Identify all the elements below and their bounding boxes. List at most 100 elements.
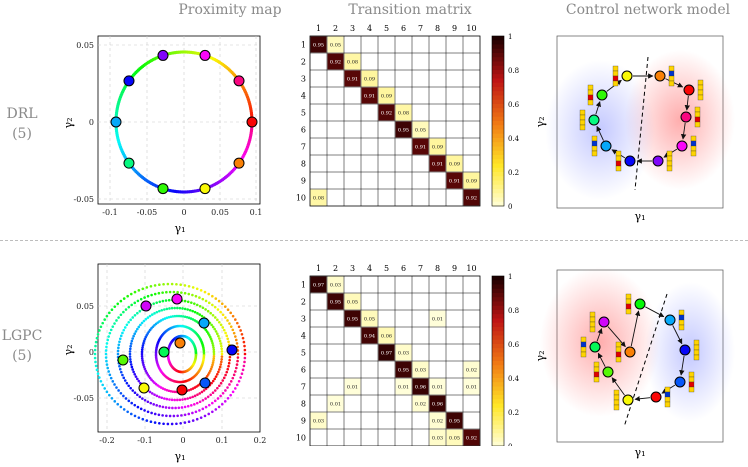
trajectory-point <box>211 401 214 405</box>
transition-edge <box>595 101 601 115</box>
trajectory-point <box>142 363 145 367</box>
trajectory-point <box>218 339 222 343</box>
colorbar-step <box>492 356 504 362</box>
trajectory-point <box>164 406 168 409</box>
matrix-cell <box>446 429 463 446</box>
cell-value: 0.08 <box>313 196 324 202</box>
network-graph <box>580 293 700 428</box>
trajectory-point <box>158 395 161 399</box>
x-axis-label: γ₁ <box>635 210 646 223</box>
trajectory-point <box>164 299 168 302</box>
xtick-label: -0.1 <box>137 436 152 445</box>
actuation-bar-segment <box>593 361 600 368</box>
cell-value: 0.95 <box>449 419 460 425</box>
cell-value: 0.05 <box>364 317 375 323</box>
trajectory-point <box>234 370 237 373</box>
trajectory-point <box>212 348 216 351</box>
row-label: 9 <box>301 177 306 186</box>
colorbar-step <box>492 352 504 358</box>
matrix-cell <box>395 121 412 138</box>
trajectory-point <box>221 313 225 317</box>
matrix-cell <box>361 87 378 104</box>
cluster-node <box>624 346 636 358</box>
trajectory-point <box>237 325 241 329</box>
x-axis-label: γ₁ <box>175 450 186 463</box>
matrix-cell <box>395 378 412 395</box>
column-label: 2 <box>333 24 338 33</box>
matrix-cell <box>429 412 446 429</box>
actuation-bar-segment <box>615 351 622 358</box>
trajectory-point <box>226 397 230 400</box>
actuation-bar-segment <box>613 404 620 411</box>
trajectory-point <box>140 350 144 354</box>
trajectory-point <box>217 370 220 374</box>
trajectory-point <box>121 373 124 377</box>
trajectory-point <box>217 334 220 338</box>
colorbar-step <box>492 78 504 84</box>
trajectory-point <box>187 316 191 320</box>
actuation-bar-segment <box>697 89 704 96</box>
cluster-node <box>117 354 129 366</box>
colorbar-step <box>492 70 504 75</box>
trajectory-point <box>220 355 224 358</box>
ytick-label: -0.05 <box>73 195 94 204</box>
trajectory-point <box>124 308 128 311</box>
cell-value: 0.92 <box>381 111 392 117</box>
trajectory-point <box>158 309 161 313</box>
actuation-bar-segment <box>694 121 701 128</box>
cluster-node <box>654 70 666 82</box>
colorbar-step <box>492 365 504 370</box>
colorbar-step <box>492 301 504 307</box>
trajectory-point <box>209 335 212 339</box>
trajectory-point <box>183 413 187 417</box>
trajectory-point <box>162 282 165 286</box>
cluster-node <box>110 116 122 128</box>
trajectory-point <box>203 290 207 294</box>
matrix-cell <box>395 361 412 378</box>
trajectory-point <box>195 417 199 421</box>
trajectory-point <box>99 379 103 383</box>
actuation-bar-segment <box>690 150 697 157</box>
trajectory-point <box>206 395 210 399</box>
trajectory-loops <box>93 282 247 426</box>
trajectory-point <box>144 369 147 373</box>
trajectory-point <box>218 384 221 388</box>
trajectory-point <box>187 412 191 416</box>
cell-value: 0.01 <box>347 385 358 391</box>
trajectory-point <box>191 395 194 399</box>
row-label-drl-count: (5) <box>12 126 32 142</box>
colorbar-step <box>492 125 504 130</box>
cluster-node <box>680 111 692 123</box>
actuation-bar-segment <box>589 316 596 323</box>
proximity-map-drl: 0.05 0 -0.05 -0.1 -0.05 0 0.05 0.1 γ₁ γ₂ <box>62 35 262 235</box>
trajectory-point <box>129 292 133 296</box>
transition-edge <box>679 355 685 376</box>
trajectory-point <box>108 331 112 335</box>
trajectory-point <box>175 314 179 318</box>
colorbar-tick-label: 0 <box>508 443 512 446</box>
trajectory-point <box>186 404 190 408</box>
trajectory-point <box>136 377 139 381</box>
trajectory-point <box>161 299 165 303</box>
trajectory-point <box>94 360 97 364</box>
cluster-node <box>198 317 210 329</box>
trajectory-point <box>105 342 109 345</box>
trajectory-point <box>153 412 157 416</box>
trajectory-point <box>119 313 123 317</box>
trajectory-point <box>128 350 132 353</box>
trajectory-point <box>179 283 182 287</box>
trajectory-point <box>220 302 224 306</box>
cluster-node <box>634 298 646 310</box>
colorbar-step <box>492 121 504 126</box>
trajectory-point <box>234 387 237 390</box>
colorbar-tick-label: 0.8 <box>508 67 519 75</box>
trajectory-point <box>158 283 161 287</box>
matrix-cell <box>412 138 429 155</box>
trajectory-point <box>231 328 235 332</box>
cluster-node <box>589 341 601 353</box>
cell-value: 0.01 <box>466 385 477 391</box>
actuation-bar-segment <box>612 70 619 77</box>
trajectory-point <box>144 335 147 339</box>
trajectory-point <box>204 308 207 311</box>
matrix-cell <box>327 53 344 70</box>
